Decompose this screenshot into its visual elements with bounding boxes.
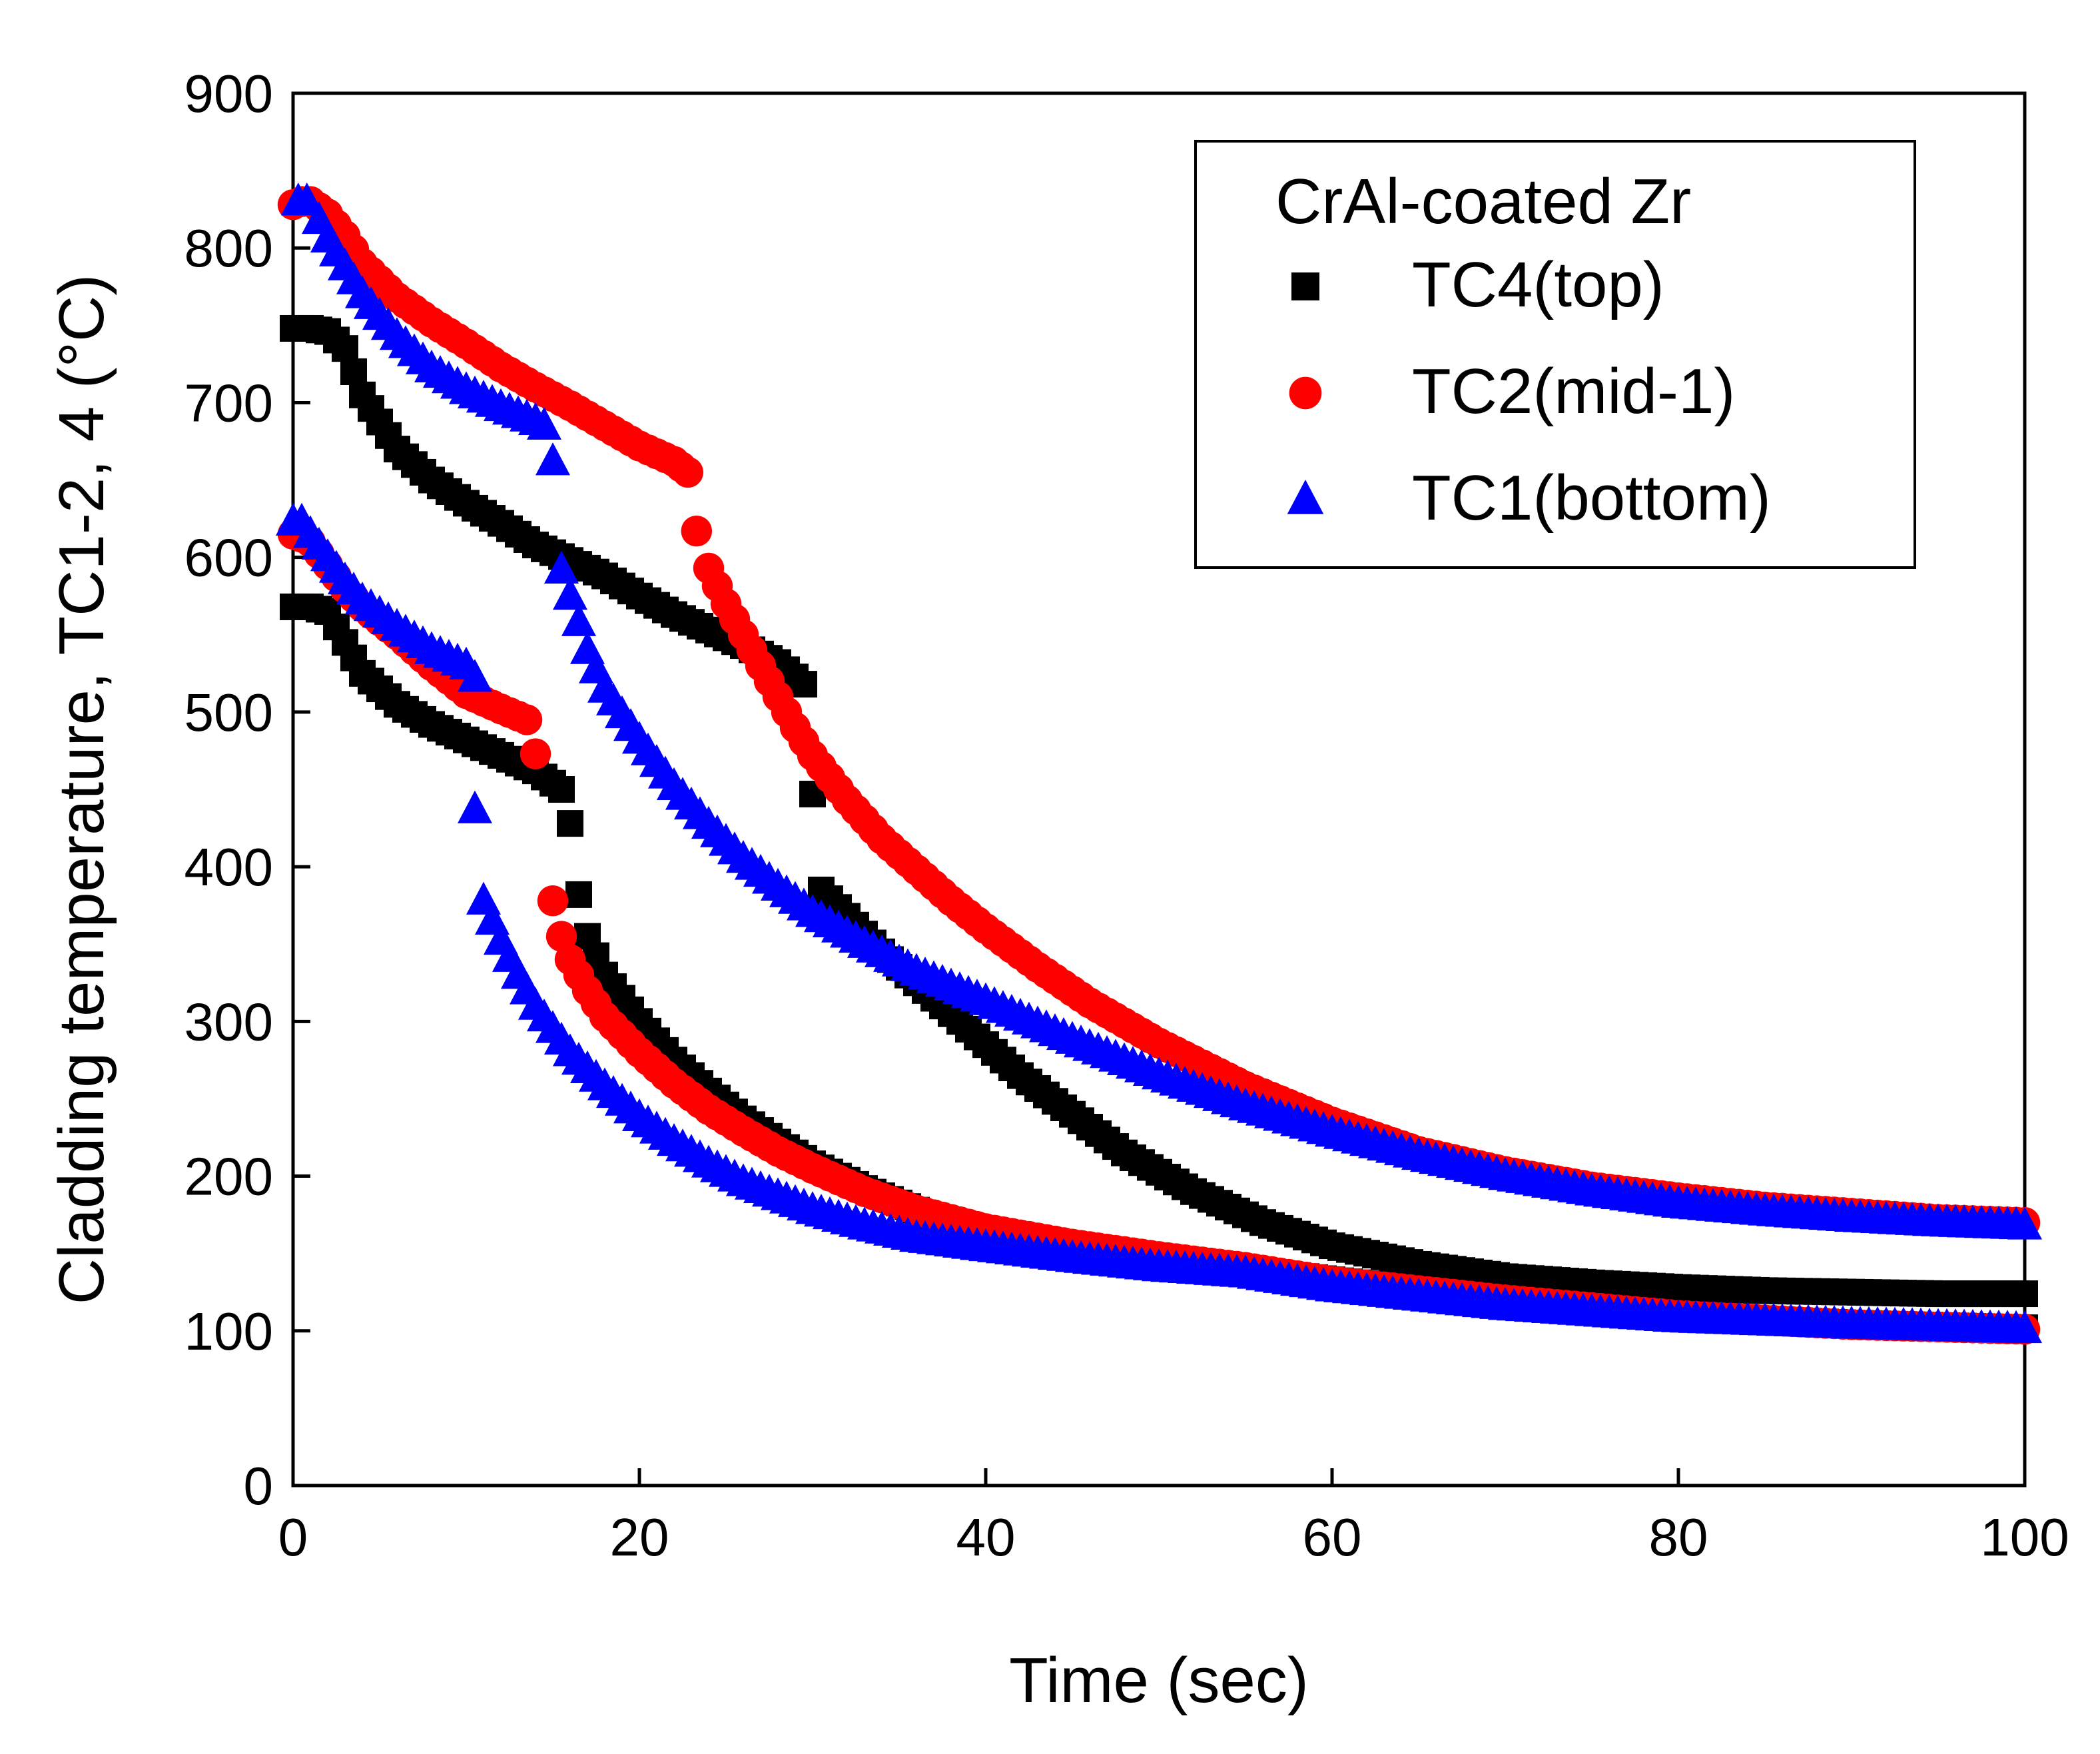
data-point: [557, 810, 583, 837]
data-point: [458, 659, 492, 692]
data-point: [458, 790, 492, 823]
legend-marker-triangle: [1287, 480, 1324, 514]
y-tick-label: 400: [184, 837, 273, 897]
data-point: [681, 515, 712, 547]
data-point: [561, 603, 596, 636]
legend-label: TC1(bottom): [1412, 462, 1771, 534]
x-tick-label: 80: [1649, 1508, 1708, 1567]
data-point: [527, 406, 561, 440]
data-point: [2007, 1206, 2042, 1240]
legend-label: TC4(top): [1412, 249, 1664, 320]
data-point: [520, 738, 551, 769]
y-tick-label: 300: [184, 992, 273, 1051]
y-tick-label: 900: [184, 64, 273, 123]
legend-items: TC4(top) TC2(mid-1) TC1(bottom): [1287, 249, 1771, 534]
data-point: [511, 704, 543, 735]
x-tick-label: 20: [610, 1508, 669, 1567]
x-tick-label: 40: [956, 1508, 1016, 1567]
x-axis-title: Time (sec): [1009, 1645, 1309, 1716]
y-tick-label: 800: [184, 219, 273, 278]
y-tick-label: 200: [184, 1147, 273, 1206]
series-triangle: [276, 183, 2042, 1344]
data-point: [332, 335, 358, 362]
axis-ticks: 0 20 40 60 80 100 0 100 200 300 400 500 600 700 800 900: [184, 64, 2069, 1567]
data-point: [545, 921, 577, 952]
data-point: [535, 442, 570, 476]
data-point: [791, 671, 817, 698]
data-point: [289, 183, 324, 216]
legend: CrAl-coated Zr TC4(top) TC2(mid-1) TC1(bot…: [1194, 140, 1916, 569]
y-axis-title: Cladding temperature, TC1-2, 4 (°C): [46, 274, 117, 1305]
data-point: [340, 358, 367, 385]
x-tick-label: 100: [1980, 1508, 2069, 1567]
x-tick-label: 0: [278, 1508, 308, 1567]
data-point: [565, 881, 592, 908]
y-tick-label: 500: [184, 683, 273, 742]
data-series: [276, 183, 2042, 1345]
data-point: [2007, 1310, 2042, 1344]
y-tick-label: 600: [184, 528, 273, 588]
legend-marker-square: [1291, 272, 1319, 300]
data-point: [672, 456, 703, 488]
x-tick-label: 60: [1303, 1508, 1362, 1567]
data-point: [548, 776, 575, 803]
data-point: [553, 577, 587, 610]
y-tick-label: 100: [184, 1302, 273, 1361]
data-point: [537, 885, 569, 917]
legend-marker-circle: [1289, 376, 1322, 410]
legend-title: CrAl-coated Zr: [1275, 166, 1691, 237]
legend-label: TC2(mid-1): [1412, 356, 1735, 427]
data-point: [544, 550, 579, 584]
data-point: [2011, 1280, 2038, 1308]
y-tick-label: 700: [184, 373, 273, 432]
y-tick-label: 0: [244, 1456, 274, 1516]
legend-box: [1194, 140, 1916, 569]
plot-area-frame: [291, 91, 2027, 1488]
